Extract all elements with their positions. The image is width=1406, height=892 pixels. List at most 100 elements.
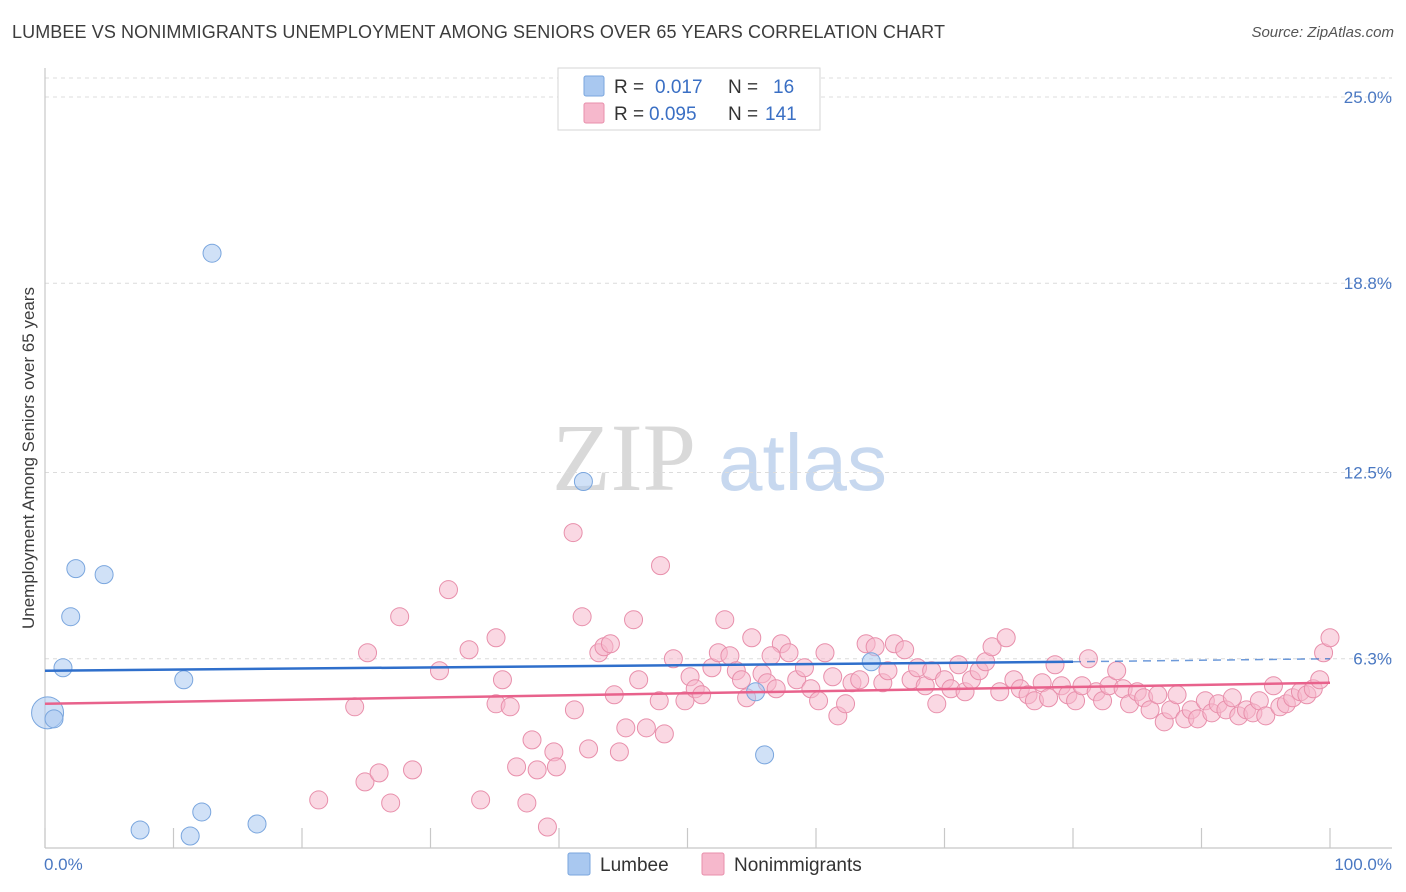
legend-n-label-lumbee: N = xyxy=(728,77,758,98)
y-tick-label-0: 6.3% xyxy=(1353,650,1392,669)
nonimmigrants-point-57 xyxy=(794,658,814,678)
nonimmigrants-point-30 xyxy=(609,742,629,762)
y-tick-label-3: 25.0% xyxy=(1344,88,1392,107)
lumbee-point-7 xyxy=(174,670,194,690)
nonimmigrants-point-0 xyxy=(309,790,329,810)
nonimmigrants-point-18 xyxy=(522,730,542,750)
nonimmigrants-point-71 xyxy=(895,640,915,660)
series-legend: Lumbee Nonimmigrants xyxy=(567,852,862,876)
legend-r-label-lumbee: R = xyxy=(614,77,644,98)
legend-r-label-nonimmigrants: R = xyxy=(614,104,644,125)
lumbee-point-5 xyxy=(94,565,114,585)
legend-r-value-nonimmigrants: 0.095 xyxy=(649,104,697,125)
source-label: Source: ZipAtlas.com xyxy=(1251,24,1394,41)
bottom-legend-nonimmigrants: Nonimmigrants xyxy=(734,855,862,876)
y-tick-label-1: 12.5% xyxy=(1344,464,1392,483)
lumbee-point-2 xyxy=(53,658,73,678)
nonimmigrants-trend-line xyxy=(44,681,1331,706)
lumbee-point-11 xyxy=(247,814,267,834)
nonimmigrants-point-3 xyxy=(355,772,375,792)
nonimmigrants-point-60 xyxy=(815,643,835,663)
lumbee-point-3 xyxy=(61,607,81,627)
legend-n-value-lumbee: 16 xyxy=(773,77,794,98)
trend-lines xyxy=(44,657,1331,706)
nonimmigrants-point-32 xyxy=(624,610,644,630)
lumbee-points xyxy=(31,243,881,846)
nonimmigrants-point-59 xyxy=(809,691,829,711)
lumbee-point-10 xyxy=(202,243,222,263)
chart-title: LUMBEE VS NONIMMIGRANTS UNEMPLOYMENT AMO… xyxy=(12,22,946,42)
nonimmigrants-point-102 xyxy=(1107,661,1127,681)
nonimmigrants-point-23 xyxy=(563,523,583,543)
nonimmigrants-point-108 xyxy=(1148,685,1168,705)
watermark: ZIP atlas xyxy=(552,404,887,511)
y-axis-title: Unemployment Among Seniors over 65 years xyxy=(19,287,38,629)
nonimmigrants-point-4 xyxy=(369,763,389,783)
legend-swatch-lumbee xyxy=(583,75,605,97)
x-tick-label-0: 0.0% xyxy=(44,855,83,874)
nonimmigrants-point-55 xyxy=(779,643,799,663)
correlation-legend: R = 0.017 N = 16 R = 0.095 N = 141 xyxy=(557,67,821,131)
nonimmigrants-point-134 xyxy=(1320,628,1340,648)
lumbee-point-4 xyxy=(66,559,86,579)
nonimmigrants-point-85 xyxy=(990,682,1010,702)
lumbee-trend-extension xyxy=(1072,657,1331,663)
nonimmigrants-point-119 xyxy=(1222,688,1242,708)
nonimmigrants-point-8 xyxy=(429,661,449,681)
nonimmigrants-point-125 xyxy=(1263,676,1283,696)
nonimmigrants-point-86 xyxy=(996,628,1016,648)
nonimmigrants-point-92 xyxy=(1039,688,1059,708)
nonimmigrants-point-61 xyxy=(823,667,843,687)
lumbee-point-12 xyxy=(573,472,593,492)
nonimmigrants-point-107 xyxy=(1140,700,1160,720)
nonimmigrants-point-14 xyxy=(492,670,512,690)
nonimmigrants-point-7 xyxy=(403,760,423,780)
nonimmigrants-point-22 xyxy=(546,757,566,777)
x-tick-label-1: 100.0% xyxy=(1334,855,1392,874)
nonimmigrants-point-5 xyxy=(381,793,401,813)
lumbee-point-1 xyxy=(44,709,64,729)
nonimmigrants-point-31 xyxy=(616,718,636,738)
nonimmigrants-point-79 xyxy=(949,655,969,675)
nonimmigrants-point-33 xyxy=(629,670,649,690)
bottom-legend-swatch-nonimmigrants xyxy=(701,852,725,876)
bottom-legend-lumbee: Lumbee xyxy=(600,855,669,876)
nonimmigrants-point-9 xyxy=(438,580,458,600)
nonimmigrants-point-76 xyxy=(927,694,947,714)
nonimmigrants-point-38 xyxy=(663,649,683,669)
nonimmigrants-point-98 xyxy=(1078,649,1098,669)
nonimmigrants-point-35 xyxy=(649,691,669,711)
nonimmigrants-point-11 xyxy=(471,790,491,810)
nonimmigrants-point-93 xyxy=(1045,655,1065,675)
nonimmigrants-point-10 xyxy=(459,640,479,660)
nonimmigrants-point-36 xyxy=(651,556,671,576)
nonimmigrants-point-42 xyxy=(692,685,712,705)
nonimmigrants-point-37 xyxy=(654,724,674,744)
nonimmigrants-point-15 xyxy=(500,697,520,717)
nonimmigrants-point-48 xyxy=(731,670,751,690)
nonimmigrants-point-24 xyxy=(564,700,584,720)
lumbee-trend-line xyxy=(44,660,1074,673)
nonimmigrants-point-45 xyxy=(715,610,735,630)
watermark-atlas: atlas xyxy=(718,418,887,507)
nonimmigrants-point-111 xyxy=(1167,685,1187,705)
nonimmigrants-point-53 xyxy=(766,679,786,699)
bottom-legend-swatch-lumbee xyxy=(567,852,591,876)
nonimmigrants-point-26 xyxy=(579,739,599,759)
nonimmigrants-points xyxy=(309,523,1340,837)
legend-n-label-nonimmigrants: N = xyxy=(728,104,758,125)
nonimmigrants-point-69 xyxy=(878,661,898,681)
gridlines xyxy=(45,77,1392,660)
legend-n-value-nonimmigrants: 141 xyxy=(765,104,797,125)
nonimmigrants-point-2 xyxy=(358,643,378,663)
nonimmigrants-point-65 xyxy=(850,670,870,690)
legend-swatch-nonimmigrants xyxy=(583,102,605,124)
nonimmigrants-point-135 xyxy=(761,646,781,666)
y-tick-labels: 6.3% 12.5% 18.8% 25.0% xyxy=(1344,88,1392,669)
nonimmigrants-point-13 xyxy=(486,628,506,648)
nonimmigrants-point-6 xyxy=(390,607,410,627)
nonimmigrants-point-50 xyxy=(742,628,762,648)
lumbee-point-8 xyxy=(180,826,200,846)
lumbee-point-6 xyxy=(130,820,150,840)
